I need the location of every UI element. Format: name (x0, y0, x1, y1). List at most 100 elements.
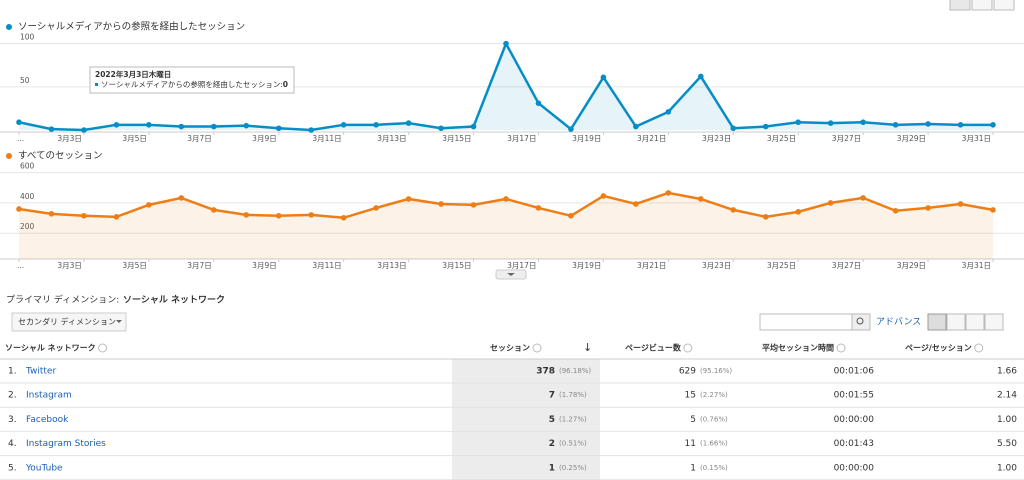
point (633, 201, 639, 207)
table-cell: 1 (549, 463, 555, 473)
x-tick-label: 3月13日 (377, 134, 406, 143)
table-cell: 11 (685, 439, 696, 449)
point (113, 214, 120, 220)
x-tick-label: 3月21日 (637, 261, 666, 270)
table-cell: (1.27%) (559, 415, 587, 423)
x-tick-label: 3月27日 (832, 134, 861, 143)
help-icon (683, 343, 693, 353)
point (211, 207, 217, 213)
legend-label: ソーシャルメディアからの参照を経由したセッション (18, 21, 245, 33)
x-tick-label: 3月25日 (767, 261, 796, 270)
sort-arrow[interactable]: ↓ (583, 341, 592, 354)
point (308, 127, 315, 133)
point (146, 202, 152, 208)
primary-label: プライマリ ディメンション: (6, 294, 119, 306)
legend-marker (6, 24, 12, 30)
point (568, 212, 574, 219)
point (568, 126, 574, 132)
area (19, 192, 993, 259)
point (48, 126, 55, 132)
x-tick-label: 3月17日 (507, 261, 536, 270)
point (178, 123, 185, 130)
x-tick-label: 3月5日 (122, 134, 147, 143)
point (16, 206, 22, 212)
point (81, 212, 87, 219)
x-tick-label: 3月23日 (702, 134, 731, 143)
row-link[interactable]: Twitter (25, 367, 56, 377)
point (860, 195, 866, 201)
tooltip-box (89, 66, 295, 94)
point (990, 207, 996, 213)
point (730, 207, 737, 213)
table-cell: 629 (679, 367, 696, 377)
search-button[interactable] (851, 313, 871, 331)
table-cell: 2 (549, 439, 555, 449)
point (373, 122, 379, 128)
point (405, 196, 412, 202)
help-icon (836, 343, 846, 353)
chart-handle[interactable] (495, 269, 527, 280)
point (665, 109, 672, 115)
row-link[interactable]: Instagram Stories (26, 439, 106, 449)
point (340, 122, 347, 128)
help-icon (98, 343, 108, 353)
x-tick-label: 3月17日 (507, 134, 536, 143)
point (373, 205, 379, 211)
advanced-link[interactable]: アドバンス (876, 317, 921, 328)
x-tick-label: 3月31日 (962, 134, 991, 143)
x-tick-label: 3月29日 (897, 261, 926, 270)
table-cell: (0.76%) (700, 415, 728, 423)
point (503, 196, 509, 202)
x-tick-label: 3月29日 (897, 134, 926, 143)
table-cell: 00:00:00 (834, 463, 875, 473)
table-cell: 5 (690, 415, 696, 425)
point (925, 205, 931, 211)
point (48, 211, 55, 217)
row-link[interactable]: Facebook (26, 415, 69, 425)
point (275, 212, 282, 219)
help-icon (532, 343, 542, 353)
search-box[interactable] (759, 313, 853, 331)
point (600, 193, 607, 199)
secondary-dropdown[interactable] (11, 312, 127, 332)
point (146, 122, 152, 128)
point (470, 123, 477, 130)
legend-marker (6, 153, 12, 159)
x-tick-label: 3月3日 (57, 261, 82, 270)
column-header: 平均セッション時間 (762, 343, 834, 353)
x-tick-label: 3月23日 (702, 261, 731, 270)
table-cell: 2. (8, 391, 17, 401)
y-tick-label: 200 (20, 222, 35, 231)
column-header: ソーシャル ネットワーク (5, 343, 96, 353)
table-cell: 00:01:43 (834, 439, 874, 449)
point (827, 120, 834, 126)
x-tick-label: 3月25日 (767, 134, 796, 143)
point (730, 125, 737, 132)
point (892, 122, 899, 128)
point (535, 100, 542, 107)
x-tick-label: 3月11日 (312, 261, 341, 270)
view-buttons[interactable] (949, 0, 1015, 11)
point (438, 125, 444, 132)
table-cell: (1.66%) (700, 440, 728, 448)
table-cell: 5 (549, 415, 555, 425)
point (503, 40, 509, 47)
row-link[interactable]: Instagram (26, 391, 72, 401)
x-tick-label: 3月9日 (252, 134, 277, 143)
table-cell: 4. (8, 439, 17, 449)
point (860, 119, 866, 126)
x-tick-label: 3月3日 (57, 134, 82, 143)
table-cell: (1.78%) (559, 391, 587, 399)
column-header: ページビュー数 (625, 343, 682, 353)
secondary-label: セカンダリ ディメンション (18, 317, 116, 327)
search-icon (856, 317, 864, 325)
row-link[interactable]: YouTube (25, 463, 63, 473)
point (16, 119, 22, 126)
legend-label: すべてのセッション (18, 151, 102, 162)
point (113, 122, 120, 128)
tooltip-date: 2022年3月3日木曜日 (95, 69, 171, 79)
table-view-buttons[interactable] (927, 313, 1004, 331)
tooltip-label: ソーシャルメディアからの参照を経由したセッション: (101, 79, 283, 89)
point (340, 214, 347, 221)
